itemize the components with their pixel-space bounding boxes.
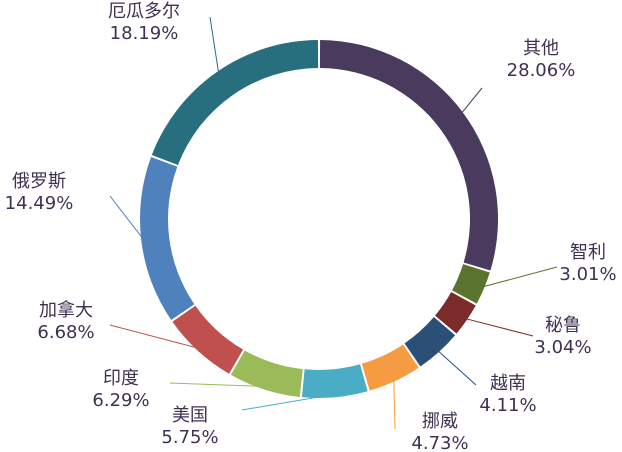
slice-percent: 14.49% xyxy=(5,193,74,214)
leader-line-10 xyxy=(209,16,220,75)
slice-9 xyxy=(139,157,195,320)
slice-6 xyxy=(301,364,368,398)
slice-name: 秘鲁 xyxy=(545,315,581,336)
slice-label-9: 俄罗斯 14.49% xyxy=(5,171,74,214)
leader-line-2 xyxy=(481,266,558,288)
slice-percent: 4.11% xyxy=(479,395,536,416)
slice-percent: 5.75% xyxy=(161,427,218,448)
slice-name: 厄瓜多尔 xyxy=(108,1,180,22)
slice-name: 其他 xyxy=(523,38,559,59)
slice-4 xyxy=(404,317,456,367)
slice-percent: 4.73% xyxy=(411,433,468,452)
leader-line-8 xyxy=(109,324,201,350)
leader-lines-group xyxy=(109,16,558,430)
slice-label-2: 智利 3.01% xyxy=(559,242,616,285)
slice-percent: 3.04% xyxy=(534,337,591,358)
leader-line-5 xyxy=(393,378,396,430)
slice-label-5: 挪威 4.73% xyxy=(411,411,468,452)
leader-line-3 xyxy=(464,317,534,337)
slice-name: 俄罗斯 xyxy=(12,171,66,192)
slice-label-8: 加拿大 6.68% xyxy=(37,299,94,343)
slice-2 xyxy=(452,264,490,304)
slice-8 xyxy=(172,305,244,374)
labels-group: 其他 28.06% 智利 3.01% 秘鲁 3.04% 越南 4.11% 挪威 4.73% 美国 5.… xyxy=(5,1,617,452)
leader-line-4 xyxy=(436,349,477,386)
slice-name: 美国 xyxy=(172,405,208,426)
slice-percent: 6.29% xyxy=(92,390,149,411)
slice-1 xyxy=(319,40,498,271)
slice-label-3: 秘鲁 3.04% xyxy=(534,315,591,358)
slice-name: 越南 xyxy=(490,373,526,394)
slice-label-1: 其他 28.06% xyxy=(507,38,576,81)
slice-percent: 3.01% xyxy=(559,264,616,285)
slice-3 xyxy=(435,291,476,334)
leader-line-6 xyxy=(241,393,335,411)
slice-percent: 18.19% xyxy=(110,23,179,44)
leader-line-1 xyxy=(460,87,483,115)
slice-name: 智利 xyxy=(570,242,606,263)
slice-10 xyxy=(151,40,319,166)
slice-name: 挪威 xyxy=(422,411,458,432)
slice-name: 加拿大 xyxy=(39,299,93,321)
leader-line-9 xyxy=(109,195,145,241)
slice-label-10: 厄瓜多尔 18.19% xyxy=(108,1,180,44)
leader-line-7 xyxy=(169,382,266,388)
slice-percent: 6.68% xyxy=(37,322,94,343)
slices-group xyxy=(139,40,498,398)
slice-7 xyxy=(230,350,303,397)
slice-label-4: 越南 4.11% xyxy=(479,373,536,416)
slice-name: 印度 xyxy=(103,368,139,389)
slice-label-7: 印度 6.29% xyxy=(92,368,149,411)
slice-5 xyxy=(361,344,419,391)
slice-label-6: 美国 5.75% xyxy=(161,405,218,448)
slice-percent: 28.06% xyxy=(507,60,576,81)
